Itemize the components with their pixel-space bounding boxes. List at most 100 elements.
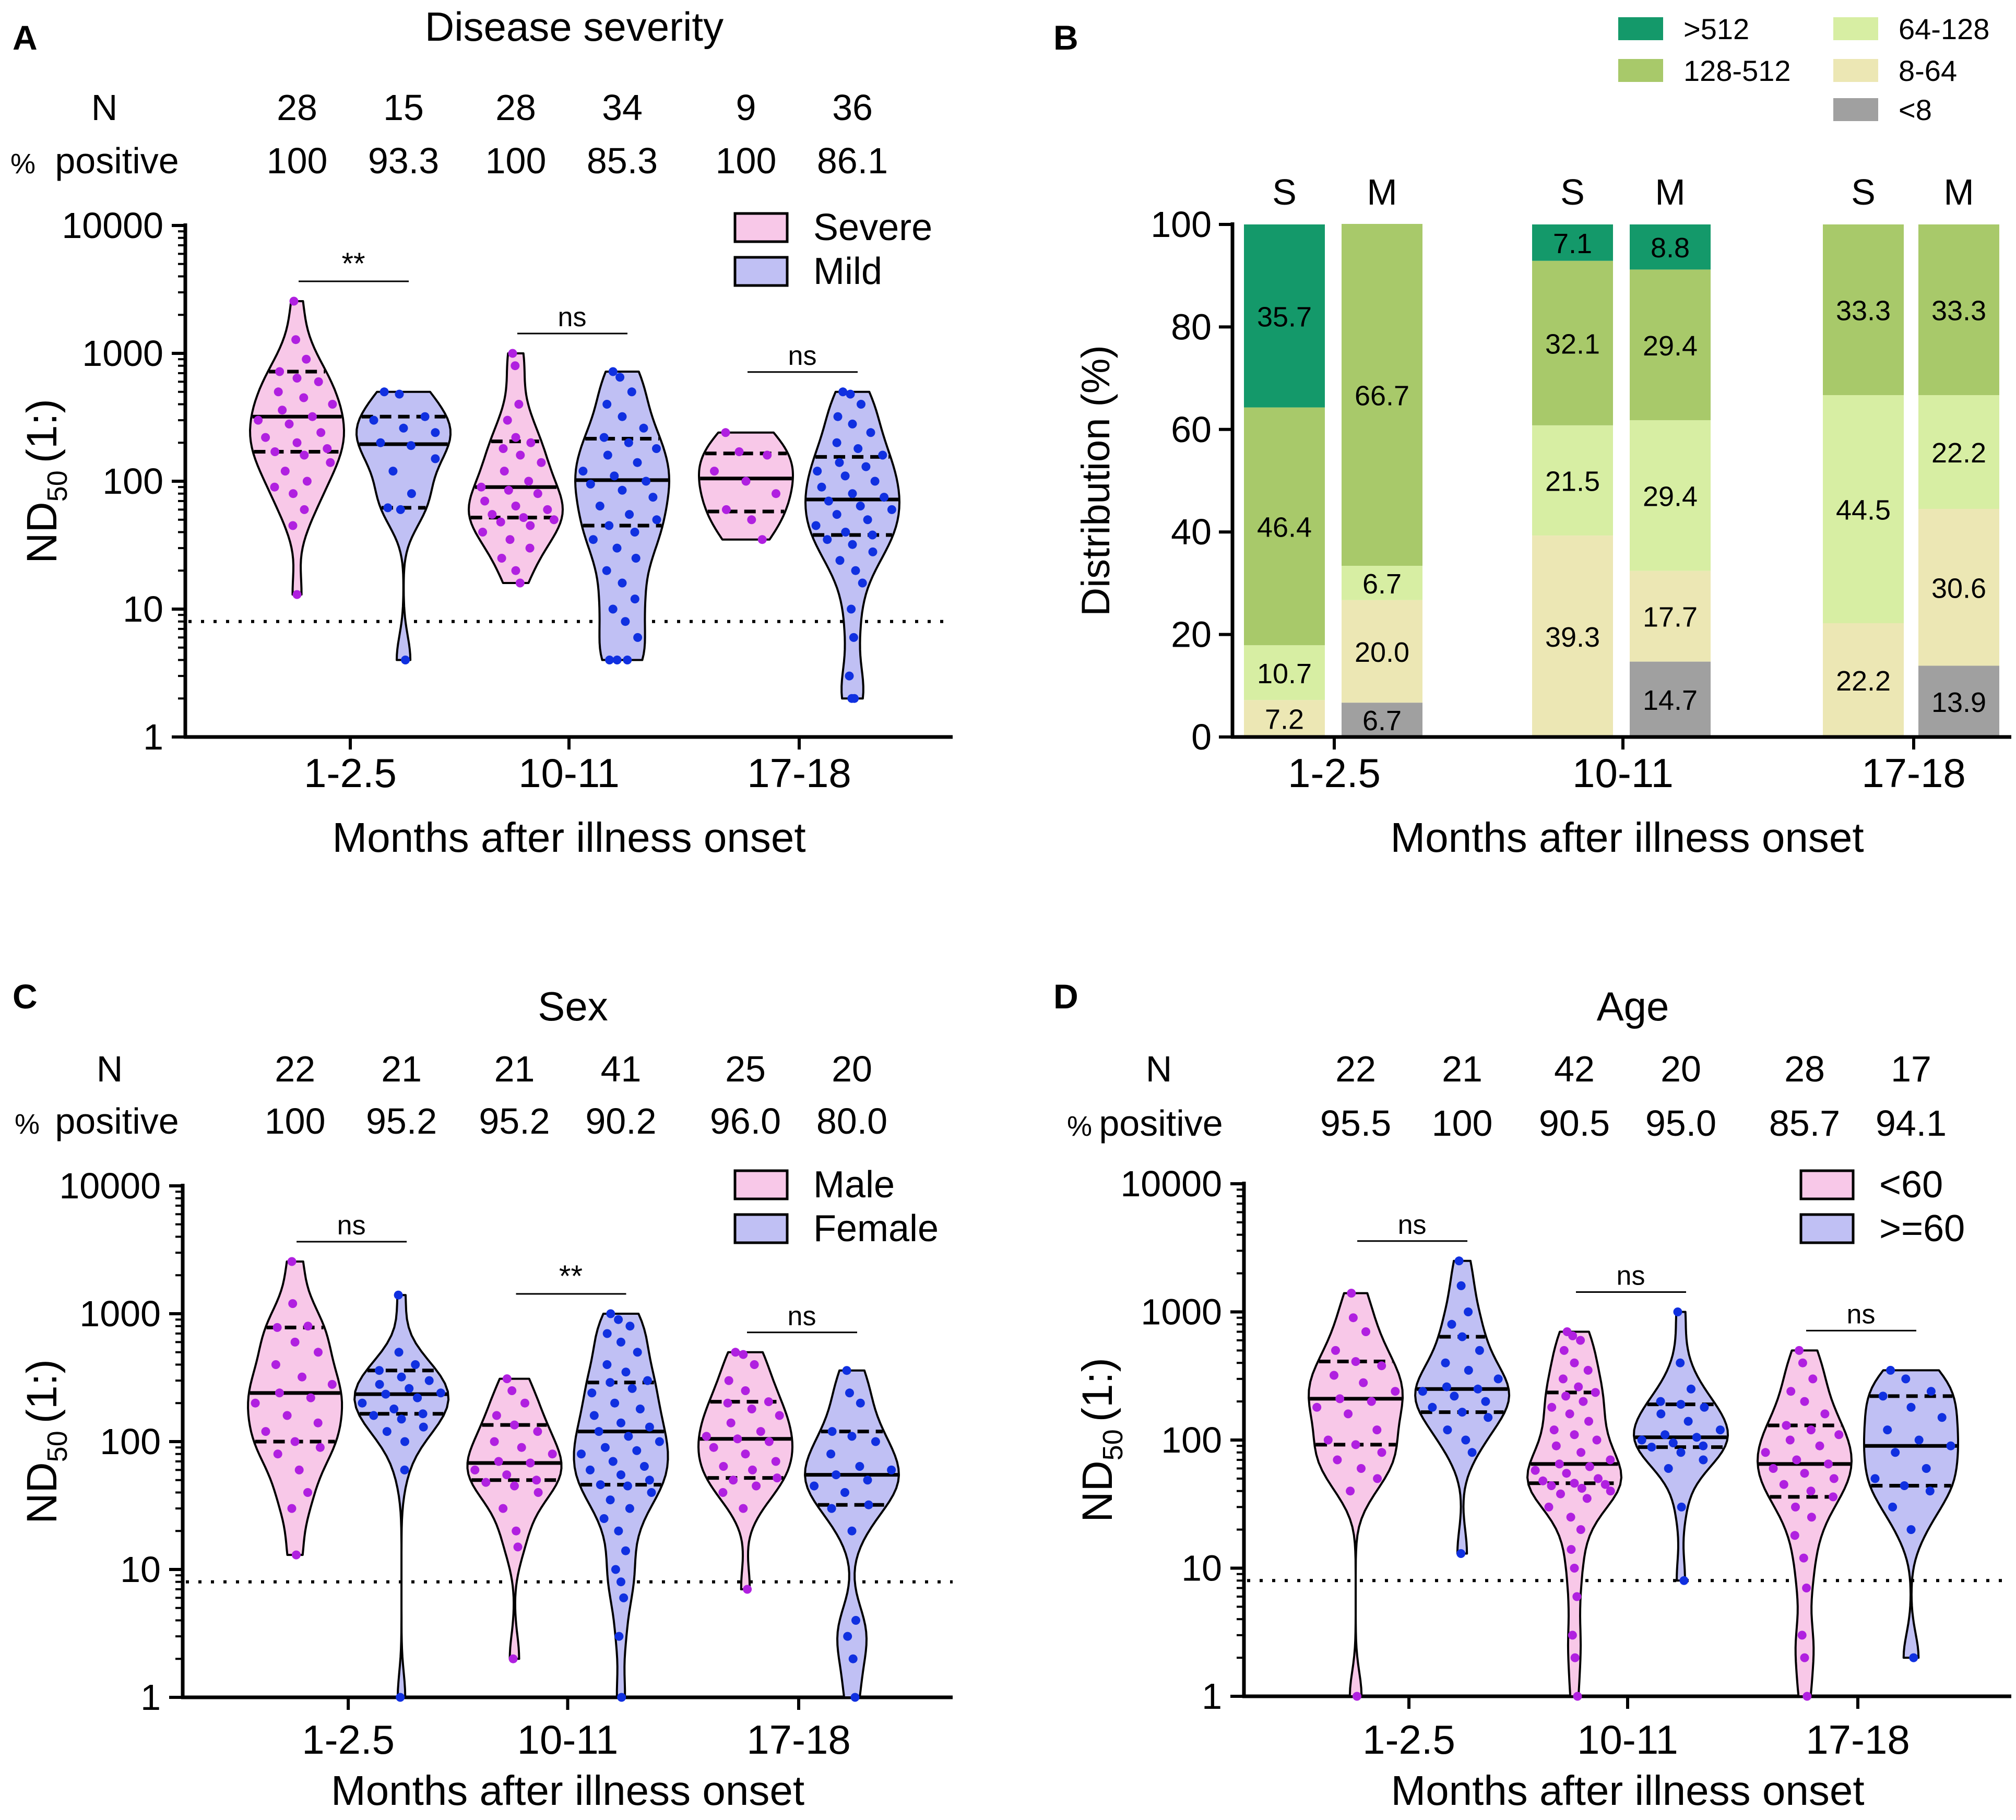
data-point — [407, 489, 416, 498]
data-point — [618, 412, 627, 421]
y-tick-label: 100 — [102, 461, 163, 502]
violin — [1757, 1349, 1853, 1697]
data-point — [1473, 1384, 1483, 1394]
x-axis-label: Months after illness onset — [1390, 814, 1864, 861]
x-category-label: 17-18 — [1861, 750, 1966, 796]
data-point — [251, 1398, 260, 1408]
data-point — [647, 1488, 656, 1497]
segment-value-label: 13.9 — [1931, 687, 1986, 718]
data-point — [1797, 1631, 1807, 1640]
data-point — [1574, 1382, 1583, 1391]
data-point — [642, 477, 651, 486]
y-tick-label: 40 — [1171, 511, 1212, 552]
pct-positive-value: 85.3 — [587, 140, 658, 181]
n-value: 21 — [381, 1049, 422, 1089]
y-axis-label: Distribution (%) — [1074, 345, 1118, 616]
data-point — [1594, 1474, 1603, 1483]
data-point — [1800, 1469, 1809, 1478]
pct-row-prefix: % — [15, 1109, 40, 1140]
data-point — [314, 1348, 323, 1357]
data-point — [600, 1443, 610, 1452]
data-point — [614, 1315, 623, 1324]
data-point — [1900, 1481, 1909, 1490]
data-point — [1925, 1486, 1935, 1496]
data-point — [843, 1632, 852, 1641]
data-point — [1544, 1502, 1553, 1512]
bar-segment — [1342, 224, 1422, 566]
x-category-label: 17-18 — [1806, 1717, 1910, 1763]
y-tick-label: 10 — [120, 1549, 161, 1590]
n-value: 28 — [1784, 1049, 1825, 1089]
data-point — [1559, 1346, 1569, 1355]
panel-title: Age — [1597, 983, 1669, 1029]
data-point — [845, 671, 854, 681]
data-point — [621, 1367, 631, 1377]
data-point — [624, 1432, 633, 1441]
data-point — [827, 1427, 837, 1436]
data-point — [1914, 1435, 1924, 1445]
panel-d: Age N% positive 1 10 100 1000 10000 ND50 (1:) Mont… — [1067, 983, 2011, 1814]
data-point — [813, 467, 822, 476]
data-point — [1808, 1374, 1818, 1384]
data-point — [275, 367, 284, 376]
data-point — [817, 482, 826, 492]
data-point — [1673, 1307, 1682, 1316]
data-point — [616, 1577, 625, 1587]
data-point — [1566, 1513, 1575, 1522]
pct-positive-value: 94.1 — [1876, 1103, 1947, 1144]
violin — [697, 1351, 793, 1590]
legend-label: 8-64 — [1899, 54, 1957, 87]
x-category-label: 1-2.5 — [1288, 750, 1381, 796]
data-point — [719, 1462, 728, 1471]
data-point — [1531, 1466, 1540, 1475]
data-point — [878, 450, 887, 460]
data-point — [1888, 1502, 1898, 1512]
data-point — [524, 477, 533, 486]
bar-group-label: M — [1367, 172, 1397, 212]
data-point — [1570, 1358, 1579, 1367]
violin — [574, 371, 670, 661]
data-point — [1909, 1653, 1918, 1662]
segment-value-label: 17.7 — [1643, 602, 1698, 633]
data-point — [866, 428, 875, 437]
significance-label: ns — [1617, 1261, 1645, 1291]
data-point — [612, 656, 622, 664]
pct-positive-value: 90.5 — [1539, 1103, 1610, 1144]
data-point — [1786, 1387, 1796, 1396]
data-point — [1377, 1361, 1386, 1371]
data-point — [627, 387, 636, 397]
pct-positive-value: 90.2 — [585, 1101, 656, 1141]
data-point — [369, 1411, 378, 1420]
data-point — [752, 1481, 761, 1491]
data-point — [499, 1504, 508, 1513]
data-point — [1800, 1653, 1809, 1662]
data-point — [625, 1504, 634, 1513]
data-point — [271, 1360, 280, 1369]
data-point — [1906, 1402, 1916, 1412]
data-point — [835, 458, 844, 467]
data-point — [1886, 1365, 1895, 1375]
data-point — [399, 423, 408, 433]
data-point — [602, 566, 611, 575]
data-point — [380, 387, 389, 397]
data-point — [627, 1384, 637, 1393]
data-point — [1348, 1313, 1358, 1323]
data-point — [1323, 1435, 1333, 1445]
data-point — [605, 656, 614, 664]
y-axis-label: ND50 (1:) — [1074, 1358, 1129, 1522]
data-point — [621, 617, 630, 626]
data-point — [287, 1257, 297, 1266]
data-point — [514, 400, 524, 409]
data-point — [655, 1437, 664, 1446]
data-point — [1467, 1448, 1477, 1457]
y-tick-label: 1 — [143, 717, 163, 757]
data-point — [504, 485, 513, 495]
data-point — [382, 1427, 392, 1436]
data-point — [599, 1514, 609, 1523]
data-point — [810, 1481, 819, 1491]
data-point — [652, 444, 661, 453]
data-point — [302, 354, 311, 364]
legend-swatch — [733, 1213, 789, 1244]
x-category-label: 10-11 — [1572, 750, 1674, 796]
y-tick-label: 10 — [123, 589, 163, 629]
